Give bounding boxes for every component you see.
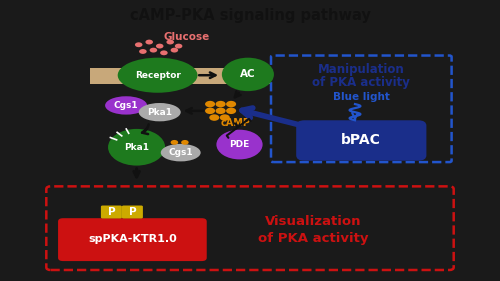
- Text: Pka1: Pka1: [124, 143, 149, 152]
- Text: Glucose: Glucose: [164, 32, 210, 42]
- Text: Manipulation: Manipulation: [318, 62, 404, 76]
- Circle shape: [216, 130, 262, 159]
- Circle shape: [181, 140, 188, 145]
- Circle shape: [150, 48, 157, 53]
- Circle shape: [166, 40, 174, 44]
- Circle shape: [220, 114, 230, 121]
- Circle shape: [135, 42, 142, 47]
- Ellipse shape: [118, 58, 198, 93]
- Text: Pka1: Pka1: [147, 108, 172, 117]
- Circle shape: [205, 101, 215, 107]
- Circle shape: [146, 40, 153, 44]
- FancyBboxPatch shape: [122, 205, 143, 218]
- FancyBboxPatch shape: [58, 218, 206, 261]
- Text: bPAC: bPAC: [342, 133, 381, 147]
- Text: cAMP-PKA signaling pathway: cAMP-PKA signaling pathway: [130, 8, 370, 22]
- Circle shape: [226, 101, 236, 107]
- Circle shape: [216, 108, 226, 114]
- Text: P: P: [128, 207, 136, 217]
- Text: spPKA-KTR1.0: spPKA-KTR1.0: [88, 234, 177, 244]
- Text: cAMP: cAMP: [220, 118, 250, 128]
- Ellipse shape: [138, 103, 180, 121]
- Circle shape: [139, 49, 146, 54]
- Circle shape: [205, 108, 215, 114]
- Circle shape: [170, 48, 178, 53]
- Circle shape: [210, 114, 220, 121]
- Text: Receptor: Receptor: [134, 71, 180, 80]
- FancyBboxPatch shape: [101, 205, 122, 218]
- Text: AC: AC: [240, 69, 256, 80]
- Ellipse shape: [105, 96, 147, 115]
- Text: of PKA activity: of PKA activity: [258, 232, 368, 246]
- FancyBboxPatch shape: [296, 120, 426, 161]
- Circle shape: [170, 140, 178, 145]
- Text: Visualization: Visualization: [265, 215, 361, 228]
- Text: PDE: PDE: [230, 140, 250, 149]
- Circle shape: [175, 44, 182, 49]
- Text: Cgs1: Cgs1: [168, 148, 193, 157]
- Text: Blue light: Blue light: [333, 92, 390, 102]
- Text: P: P: [108, 207, 115, 217]
- Text: Cgs1: Cgs1: [114, 101, 138, 110]
- Circle shape: [160, 50, 168, 55]
- Circle shape: [108, 129, 165, 166]
- FancyBboxPatch shape: [90, 68, 271, 84]
- Ellipse shape: [161, 144, 200, 161]
- Circle shape: [216, 101, 226, 107]
- Text: of PKA activity: of PKA activity: [312, 76, 410, 89]
- Circle shape: [156, 44, 164, 49]
- Circle shape: [226, 108, 236, 114]
- Circle shape: [222, 58, 274, 91]
